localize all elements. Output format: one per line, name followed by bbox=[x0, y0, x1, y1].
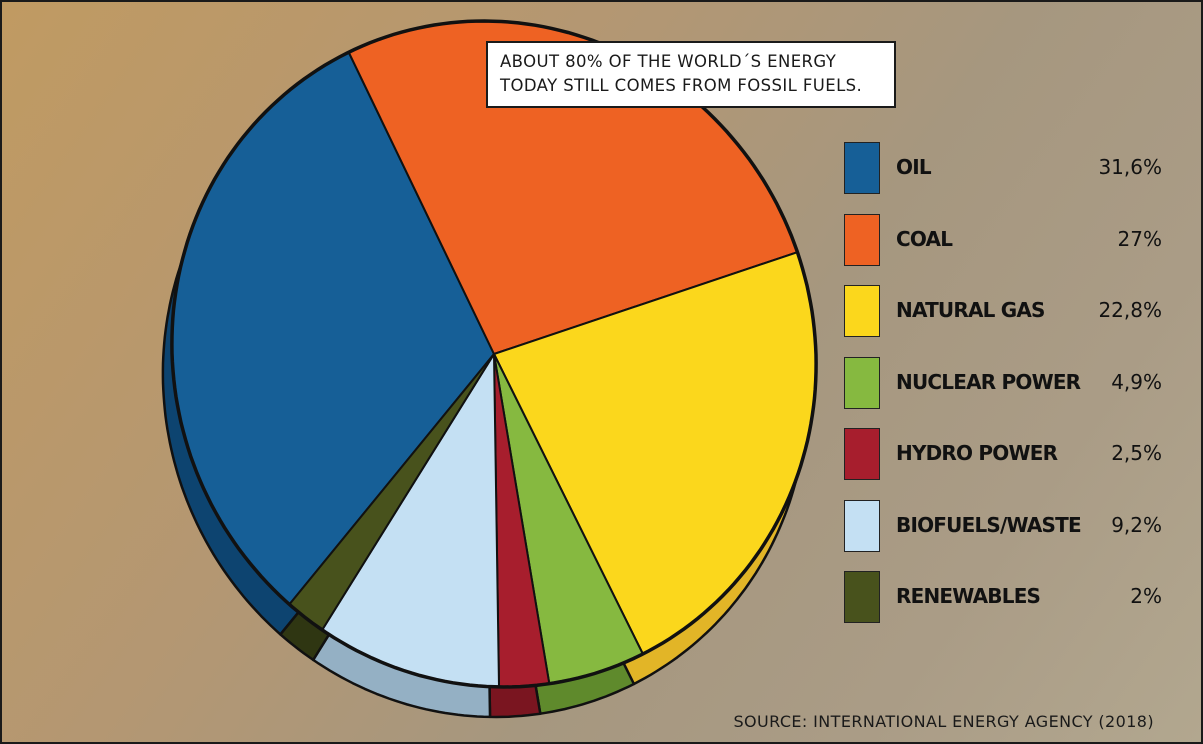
legend-swatch bbox=[844, 428, 880, 480]
legend-value: 2,5% bbox=[1111, 441, 1162, 465]
legend-value: 27% bbox=[1117, 226, 1162, 251]
legend-item-nuclear-power: NUCLEAR POWER 4,9% bbox=[842, 356, 1167, 409]
legend-item-coal: COAL 27% bbox=[842, 213, 1167, 266]
legend-swatch bbox=[844, 571, 880, 623]
legend-swatch bbox=[844, 142, 880, 194]
pie-top-layer bbox=[170, 19, 818, 689]
source-note: SOURCE: INTERNATIONAL ENERGY AGENCY (201… bbox=[733, 712, 1154, 731]
legend-label: COAL bbox=[896, 226, 953, 251]
callout-line-2: TODAY STILL COMES FROM FOSSIL FUELS. bbox=[500, 76, 863, 95]
legend-item-biofuels-waste: BIOFUELS/WASTE 9,2% bbox=[842, 499, 1167, 552]
legend-value: 2% bbox=[1130, 584, 1162, 608]
legend-swatch bbox=[844, 356, 880, 409]
legend-value: 31,6% bbox=[1098, 155, 1162, 179]
legend-label: NUCLEAR POWER bbox=[896, 369, 1081, 394]
legend-value: 9,2% bbox=[1111, 512, 1162, 537]
legend-swatch bbox=[844, 213, 880, 266]
legend-value: 22,8% bbox=[1098, 298, 1162, 322]
legend-label: NATURAL GAS bbox=[896, 298, 1045, 322]
legend-label: HYDRO POWER bbox=[896, 441, 1058, 465]
legend-item-hydro-power: HYDRO POWER 2,5% bbox=[842, 428, 1167, 480]
legend-label: OIL bbox=[896, 155, 932, 179]
legend-item-renewables: RENEWABLES 2% bbox=[842, 571, 1167, 623]
legend-item-oil: OIL 31,6% bbox=[842, 142, 1167, 194]
callout-box: ABOUT 80% OF THE WORLD´S ENERGY TODAY ST… bbox=[486, 41, 896, 108]
legend-swatch bbox=[844, 285, 880, 337]
legend-label: BIOFUELS/WASTE bbox=[896, 512, 1082, 537]
legend-label: RENEWABLES bbox=[896, 584, 1041, 608]
pie-outline bbox=[170, 19, 818, 689]
legend-item-natural-gas: NATURAL GAS 22,8% bbox=[842, 285, 1167, 337]
legend-swatch bbox=[844, 499, 880, 552]
legend-value: 4,9% bbox=[1111, 369, 1162, 394]
callout-line-1: ABOUT 80% OF THE WORLD´S ENERGY bbox=[500, 52, 837, 71]
